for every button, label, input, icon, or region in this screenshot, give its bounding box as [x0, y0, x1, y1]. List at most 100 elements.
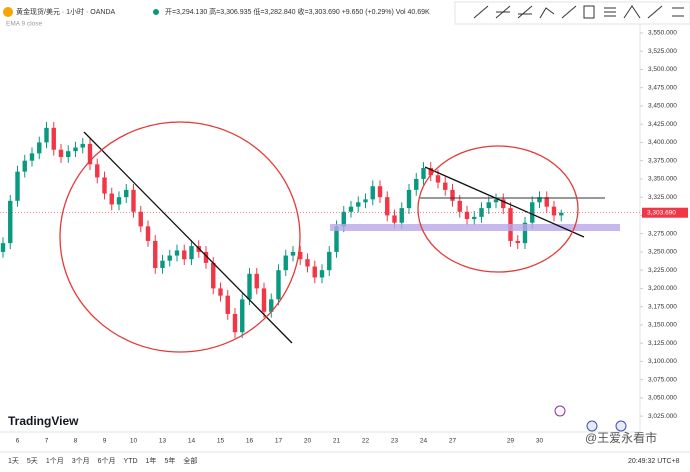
range-button[interactable]: 全部 [183, 456, 197, 465]
tool-icon[interactable] [647, 5, 663, 19]
tool-icon[interactable] [473, 5, 489, 19]
trend-line [83, 131, 293, 344]
candle-body [189, 246, 194, 260]
tool-icon[interactable] [561, 5, 577, 19]
candle-body [153, 240, 158, 268]
candle-body [66, 151, 71, 158]
tool-icon[interactable] [604, 7, 616, 17]
x-tick-label: 9 [103, 438, 107, 445]
y-tick-label: 3,250.000 [648, 249, 677, 256]
status-dot [153, 9, 159, 15]
candle-body [80, 143, 85, 148]
candle-body [211, 262, 216, 289]
range-button[interactable]: 5年 [164, 456, 175, 465]
support-zone [330, 224, 620, 231]
x-tick-label: 29 [507, 438, 515, 445]
candle-body [399, 208, 404, 223]
candle-body [334, 226, 339, 252]
candle-body [486, 202, 491, 209]
y-tick-label: 3,400.000 [648, 139, 677, 146]
range-button[interactable]: 1天 [8, 457, 19, 465]
candle-body [341, 211, 346, 227]
candle-body [102, 177, 107, 194]
candles [0, 121, 564, 339]
event-icon [554, 405, 566, 417]
x-tick-label: 16 [246, 438, 254, 445]
candle-body [530, 202, 535, 223]
tool-icon[interactable] [672, 7, 684, 17]
y-tick-label: 3,050.000 [648, 395, 677, 402]
range-button[interactable]: 5天 [27, 457, 38, 465]
candle-body [58, 149, 64, 158]
candle-body [305, 259, 310, 267]
y-tick-label: 3,275.000 [648, 230, 677, 237]
candle-body [145, 226, 151, 241]
candle-body [95, 164, 100, 178]
y-tick-label: 3,025.000 [648, 413, 677, 420]
candle-body [29, 153, 35, 161]
event-icon [615, 420, 627, 432]
candle-body [435, 175, 441, 183]
symbol-title: 黄金现货/美元 · 1小时 · OANDA [16, 7, 116, 16]
tool-icon[interactable] [517, 5, 533, 19]
candle-body [414, 178, 419, 190]
range-button[interactable]: 6个月 [98, 457, 116, 465]
candle-body [370, 186, 375, 200]
candle-body [472, 216, 477, 220]
y-tick-label: 3,075.000 [648, 376, 677, 383]
tool-icon[interactable] [623, 5, 641, 19]
candle-body [174, 250, 180, 256]
tool-icon[interactable] [539, 7, 555, 19]
y-tick-label: 3,450.000 [648, 103, 677, 110]
candle-body [501, 199, 506, 209]
candle-body [363, 199, 368, 203]
clock: 20:49:32 UTC+8 [628, 458, 680, 465]
candle-body [276, 270, 281, 300]
tool-icon[interactable] [583, 5, 595, 19]
candle-body [312, 266, 317, 278]
candle-body [377, 186, 383, 198]
credit: @王爱永看市 [585, 430, 657, 445]
candle-body [298, 251, 303, 260]
x-tick-label: 7 [45, 438, 49, 445]
range-button[interactable]: YTD [124, 458, 138, 465]
candle-body [421, 167, 426, 179]
candle-body [443, 182, 448, 190]
y-tick-label: 3,500.000 [648, 66, 677, 73]
candle-body [450, 189, 455, 201]
candle-body [218, 288, 223, 296]
candle-body [479, 208, 484, 217]
ohlc-summary: 开=3,294.130 高=3,306.935 低=3,282.840 收=3,… [165, 7, 430, 16]
indicator-label: EMA 9 close [6, 21, 43, 28]
candle-body [0, 243, 6, 252]
candle-body [44, 127, 49, 143]
range-button[interactable]: 1年 [146, 456, 157, 465]
candle-body [51, 127, 56, 150]
candle-body [131, 189, 136, 212]
candle-body [537, 197, 542, 203]
x-tick-label: 24 [420, 438, 428, 445]
candle-body [8, 200, 13, 244]
highlight-circle [59, 121, 301, 353]
candle-body [428, 167, 433, 176]
y-tick-label: 3,350.000 [648, 176, 677, 183]
candle-body [254, 273, 259, 289]
range-button[interactable]: 3个月 [72, 457, 90, 465]
candle-body [116, 197, 122, 205]
y-tick-label: 3,550.000 [648, 30, 677, 37]
drawing-toolbar[interactable] [454, 1, 690, 25]
candle-body [247, 273, 252, 300]
candle-body [124, 189, 129, 198]
candle-body [138, 211, 143, 227]
candle-body [457, 200, 462, 212]
tool-icon[interactable] [495, 5, 511, 19]
candle-body [464, 211, 470, 220]
candle-body [15, 171, 20, 201]
candle-body [283, 255, 288, 271]
y-tick-label: 3,200.000 [648, 285, 677, 292]
range-button[interactable]: 1个月 [46, 457, 64, 465]
y-tick-label: 3,125.000 [648, 340, 677, 347]
candle-body [37, 142, 42, 154]
candle-body [261, 288, 267, 312]
